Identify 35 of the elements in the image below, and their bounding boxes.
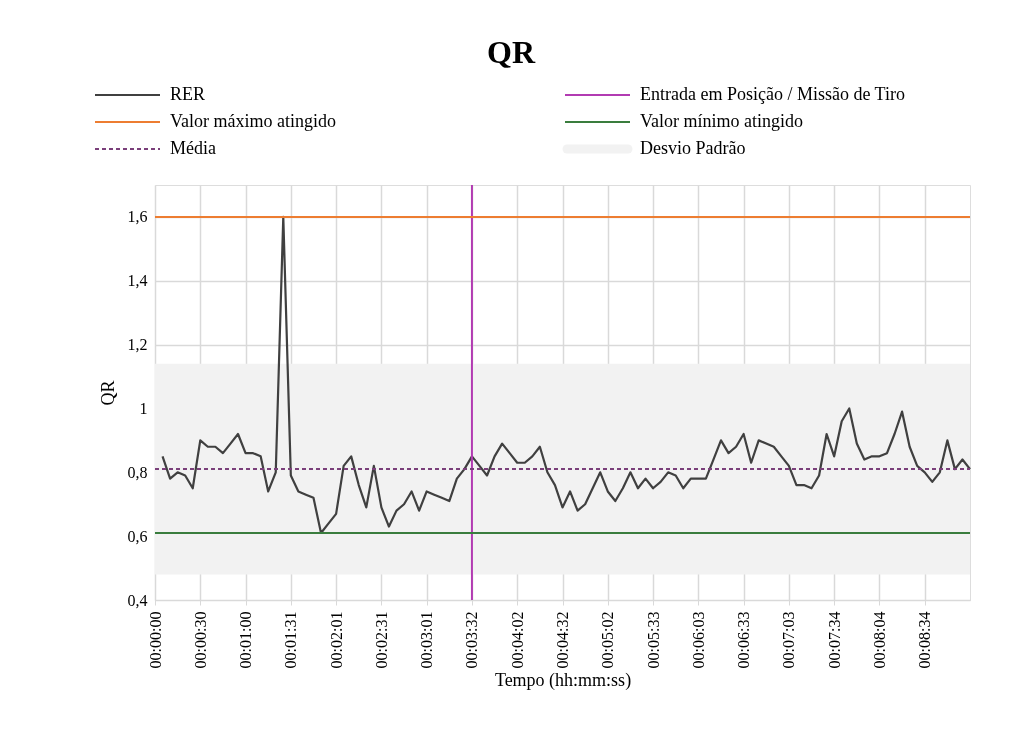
x-tick-label: 00:03:01 [418,611,436,669]
y-axis-title: QR [97,380,118,406]
x-tick-label: 00:07:34 [825,611,843,669]
x-tick-label: 00:03:32 [463,611,481,669]
legend-label: RER [170,84,206,104]
legend-label: Valor máximo atingido [170,111,336,131]
line-series [161,215,972,535]
x-tick-label: 00:05:33 [644,611,662,669]
x-tick-label: 00:00:30 [191,611,209,669]
chart-title: QR [487,34,536,70]
x-tick-label: 00:02:31 [372,611,390,669]
x-tick-label: 00:08:34 [916,611,934,669]
legend-label: Valor mínimo atingido [640,111,803,131]
x-tick-label: 00:04:32 [554,611,571,669]
x-tick-label: 00:01:31 [282,611,300,669]
legend-label: Entrada em Posição / Missão de Tiro [640,84,905,104]
legend-label: Média [170,138,216,158]
x-tick-label: 00:04:02 [508,611,526,669]
y-tick-label: 0,4 [127,591,148,609]
y-tick-label: 1,6 [127,208,148,226]
x-tick-label: 00:06:03 [689,611,707,669]
x-tick-label: 00:07:03 [780,611,798,669]
x-tick-label: 00:00:00 [146,611,164,669]
legend-label: Desvio Padrão [640,138,746,158]
y-tick-label: 0,6 [127,527,148,545]
x-tick-label: 00:05:02 [599,611,617,669]
x-tick-label: 00:01:00 [237,611,255,669]
y-tick-label: 1,2 [127,336,148,354]
y-tick-label: 1 [139,399,148,417]
y-tick-label: 1,4 [127,272,148,290]
y-tick-label: 0,8 [127,463,148,481]
x-tick-label: 00:02:01 [327,611,345,669]
x-tick-label: 00:08:04 [870,611,888,669]
x-axis-title: Tempo (hh:mm:ss) [494,670,632,692]
x-tick-label: 00:06:33 [735,611,753,669]
